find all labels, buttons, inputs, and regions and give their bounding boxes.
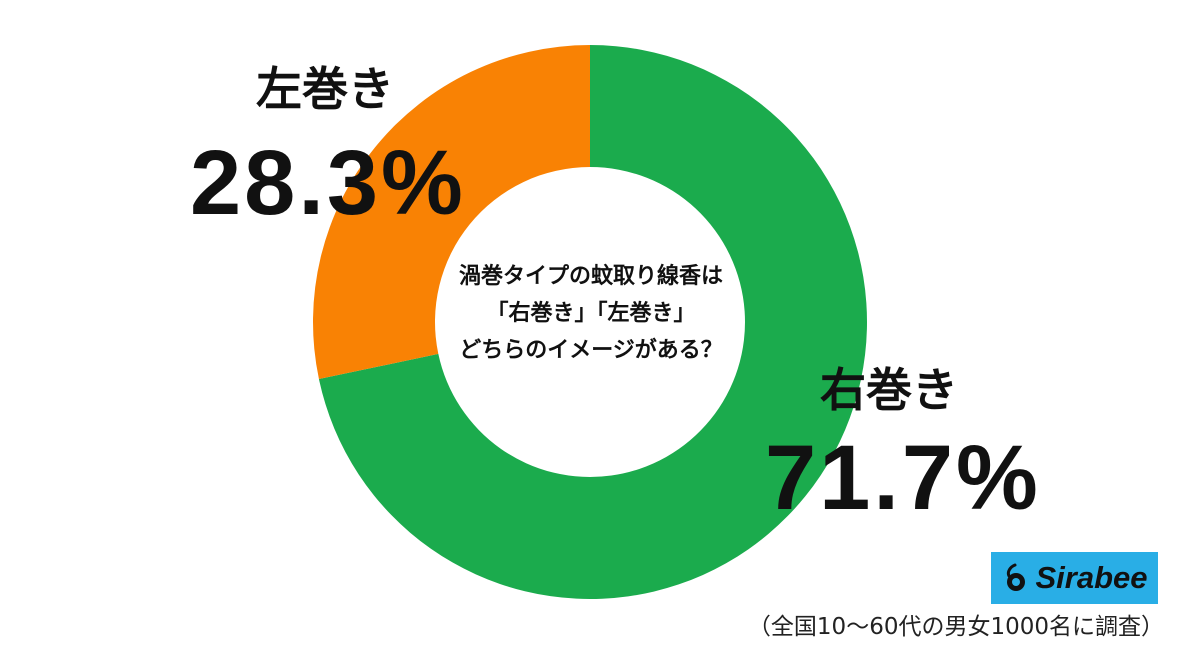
question-line-3: どちらのイメージがある？ [459,338,723,363]
donut-slices [313,45,867,599]
brand-name: Sirabee [1035,560,1148,595]
slice-left-maki [313,45,590,380]
survey-footnote: （全国10～60代の男女1000名に調査） [747,614,1164,640]
slice-value-left-maki: 28.3% [190,132,466,234]
slice-value-right-maki: 71.7% [765,427,1041,529]
question-line-2: 「右巻き」「左巻き」 [486,301,696,326]
survey-question: 渦巻タイプの蚊取り線香は 「右巻き」「左巻き」 どちらのイメージがある？ [430,258,752,369]
slice-label-left-maki: 左巻き [256,62,394,116]
slice-right-maki [318,45,867,599]
slice-label-right-maki: 右巻き [820,363,958,417]
sirabee-logo-icon [1007,563,1026,591]
question-line-1: 渦巻タイプの蚊取り線香は [458,264,723,289]
sirabee-logo: Sirabee [991,552,1158,604]
